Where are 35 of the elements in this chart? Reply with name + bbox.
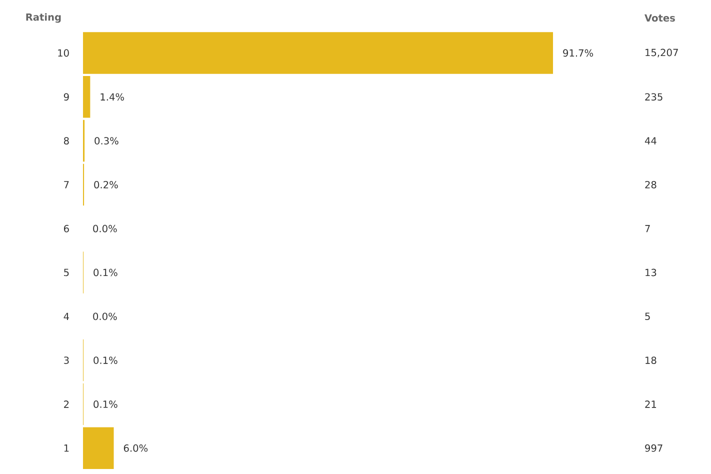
y-tick-label: 1 — [64, 444, 69, 452]
y-tick-label: 6 — [64, 224, 69, 232]
data-label: 0.1% — [94, 356, 118, 364]
y-tick-label: 9 — [64, 93, 69, 101]
text: 13 — [646, 268, 656, 276]
data-label: 0.1% — [94, 400, 118, 408]
text: 21 — [645, 400, 656, 408]
data-label: 91.7% — [563, 49, 594, 57]
text: 18 — [646, 356, 656, 364]
y-tick-label: 8 — [64, 137, 69, 144]
data-label: 0.1% — [94, 268, 118, 276]
text: 44 — [644, 137, 656, 144]
y-axis-title: Rating — [26, 13, 61, 23]
text: 235 — [645, 93, 662, 101]
y-tick-label: 10 — [58, 49, 69, 57]
text: Votes — [644, 14, 675, 22]
text: 997 — [645, 444, 662, 452]
data-label: 0.0% — [93, 224, 117, 232]
data-label: 0.0% — [93, 312, 117, 320]
text: 7 — [645, 225, 650, 232]
y-tick-label: 7 — [64, 181, 69, 188]
text: 28 — [645, 180, 656, 188]
y-tick-label: 4 — [64, 312, 69, 320]
text: 15,207 — [646, 48, 678, 58]
data-label: 6.0% — [124, 444, 148, 452]
bar — [83, 427, 114, 469]
y-tick-label: 5 — [64, 268, 69, 276]
data-label: 0.2% — [94, 180, 118, 188]
data-label: 0.3% — [94, 137, 118, 144]
bar — [83, 32, 554, 74]
y-tick-label: 2 — [64, 400, 69, 408]
text: 5 — [645, 312, 650, 320]
y-tick-label: 3 — [64, 356, 69, 364]
bar — [83, 76, 90, 118]
data-label: 1.4% — [100, 93, 124, 101]
